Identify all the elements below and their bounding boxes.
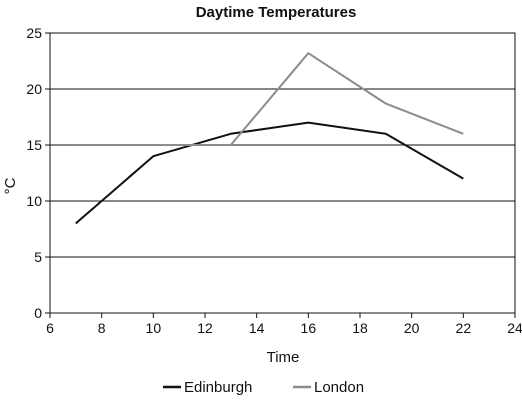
x-tick-label: 20 [404,320,420,336]
y-tick-label: 15 [26,137,42,153]
y-tick-label: 0 [34,305,42,321]
y-tick-label: 5 [34,249,42,265]
x-tick-label: 10 [146,320,162,336]
y-tick-label: 25 [26,25,42,41]
series-line-london [75,52,464,146]
x-tick-label: 16 [301,320,317,336]
y-tick-label: 10 [26,193,42,209]
x-tick-label: 12 [197,320,213,336]
x-axis-ticks: 6 8 10 12 14 16 18 20 22 24 [46,313,522,336]
y-axis-label: °C [2,177,19,194]
y-tick-label: 20 [26,81,42,97]
x-tick-label: 8 [98,320,106,336]
plot-area [49,32,516,314]
x-tick-label: 24 [507,320,522,336]
y-axis-ticks: 0 5 10 15 20 25 [26,25,50,321]
x-tick-label: 22 [456,320,472,336]
x-axis-label: Time [267,349,300,366]
series-line-edinburgh [75,121,464,225]
grid-lines [50,88,515,258]
x-tick-label: 6 [46,320,54,336]
x-tick-label: 18 [352,320,368,336]
x-tick-label: 14 [249,320,265,336]
chart-title: Daytime Temperatures [196,4,357,21]
legend-label-london: London [314,379,364,396]
legend-label-edinburgh: Edinburgh [184,379,252,396]
legend: Edinburgh London [163,379,364,396]
series-lines [75,52,464,225]
